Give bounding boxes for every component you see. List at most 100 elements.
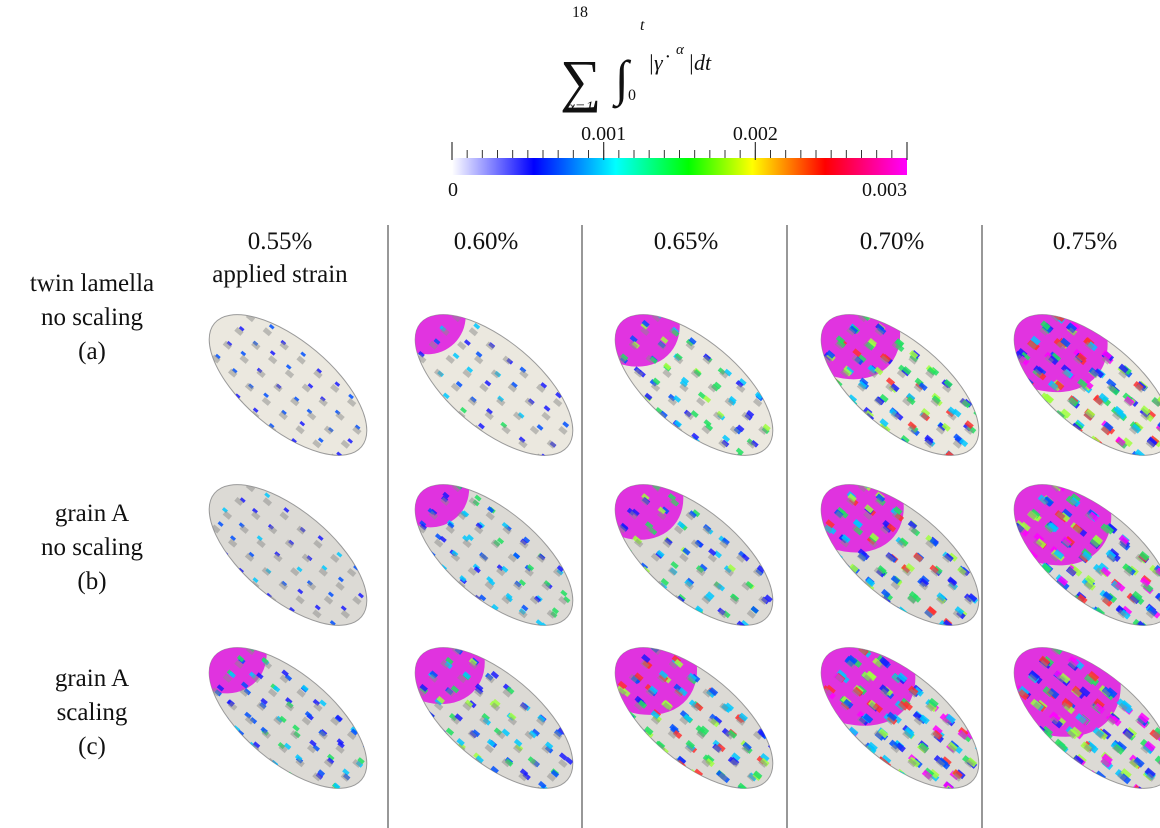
- strain-patch: [1109, 622, 1120, 632]
- strain-patch: [299, 783, 306, 790]
- strain-patch: [1106, 452, 1116, 462]
- strain-patch: [405, 700, 413, 708]
- facet: [1021, 382, 1030, 391]
- facet: [828, 715, 837, 724]
- facet: [1005, 538, 1014, 547]
- facet: [1123, 800, 1132, 809]
- facet: [200, 538, 209, 547]
- facet: [507, 623, 516, 632]
- strain-patch: [1127, 800, 1138, 811]
- facet: [216, 552, 225, 561]
- strain-patch: [1022, 552, 1033, 562]
- specimen: [362, 263, 598, 483]
- facet: [1106, 623, 1115, 632]
- strain-patch: [729, 636, 737, 644]
- facet: [1005, 368, 1014, 377]
- strain-patch: [320, 632, 326, 638]
- facet: [606, 538, 615, 547]
- strain-patch: [815, 364, 824, 373]
- row-label: (c): [78, 733, 106, 760]
- strain-patch: [407, 533, 414, 540]
- strain-patch: [815, 534, 825, 543]
- strain-patch: [1006, 366, 1016, 376]
- strain-patch: [771, 412, 779, 420]
- facet: [524, 800, 533, 809]
- strain-patch: [608, 703, 617, 712]
- strain-patch: [773, 414, 781, 422]
- facet: [828, 382, 837, 391]
- strain-patch: [811, 537, 821, 546]
- row-label: twin lamella: [30, 270, 154, 297]
- row-label: (b): [77, 568, 106, 595]
- specimen: [358, 428, 599, 652]
- strain-patch: [931, 467, 940, 476]
- column-label: 0.55%: [248, 228, 313, 255]
- facet: [622, 382, 631, 391]
- strain-patch: [813, 539, 823, 548]
- strain-patch: [978, 408, 987, 417]
- strain-patch: [1108, 788, 1119, 799]
- strain-patch: [811, 364, 820, 373]
- strain-patch: [929, 799, 939, 809]
- strain-patch: [913, 784, 923, 794]
- facet: [1005, 701, 1014, 710]
- specimen-body: [392, 623, 596, 814]
- facet: [707, 623, 716, 632]
- facet: [1123, 637, 1132, 646]
- strain-patch: [216, 714, 223, 721]
- strain-patch: [1124, 469, 1134, 479]
- strain-patch: [573, 412, 580, 419]
- specimen-body: [592, 290, 796, 481]
- strain-patch: [1121, 799, 1132, 810]
- facet: [200, 368, 209, 377]
- strain-patch: [606, 535, 614, 543]
- specimen-body: [186, 290, 390, 481]
- strain-patch: [728, 798, 737, 807]
- facet: [930, 467, 939, 476]
- facet: [1106, 453, 1115, 462]
- specimen-body: [186, 460, 390, 651]
- strain-patch: [928, 634, 938, 643]
- strain-patch: [1105, 450, 1115, 460]
- strain-patch: [301, 782, 308, 789]
- strain-patch: [814, 699, 824, 709]
- column-label: 0.60%: [454, 228, 519, 255]
- facet: [913, 453, 922, 462]
- strain-patch: [1004, 538, 1015, 548]
- strain-patch: [932, 797, 942, 807]
- strain-patch: [202, 364, 208, 370]
- strain-patch: [1004, 700, 1015, 711]
- strain-patch: [723, 463, 731, 471]
- strain-patch: [1105, 621, 1116, 631]
- strain-patch: [406, 698, 414, 706]
- strain-patch: [1122, 797, 1133, 808]
- strain-patch: [412, 535, 419, 542]
- facet: [216, 382, 225, 391]
- strain-patch: [813, 702, 823, 712]
- facet: [524, 467, 533, 476]
- strain-patch: [204, 699, 211, 706]
- specimen-body: [392, 460, 596, 651]
- facet: [930, 800, 939, 809]
- specimen-body: [798, 623, 1002, 814]
- facet: [913, 623, 922, 632]
- strain-patch: [1108, 452, 1118, 462]
- strain-patch: [319, 795, 326, 802]
- integrand-superscript: α: [676, 42, 685, 58]
- integrand-tail: |dt: [688, 50, 712, 75]
- strain-patch: [506, 784, 514, 792]
- strain-patch: [524, 635, 531, 642]
- specimen-body: [592, 623, 796, 814]
- strain-patch: [426, 554, 433, 561]
- column-label: 0.75%: [1053, 228, 1118, 255]
- strain-patch: [571, 744, 579, 752]
- facet: [301, 453, 310, 462]
- strain-patch: [409, 368, 416, 375]
- strain-patch: [221, 384, 227, 390]
- facet: [606, 368, 615, 377]
- strain-patch: [810, 700, 820, 710]
- strain-patch: [728, 800, 737, 809]
- strain-patch: [511, 619, 518, 626]
- row-label: no scaling: [41, 304, 144, 331]
- strain-patch: [1020, 550, 1031, 560]
